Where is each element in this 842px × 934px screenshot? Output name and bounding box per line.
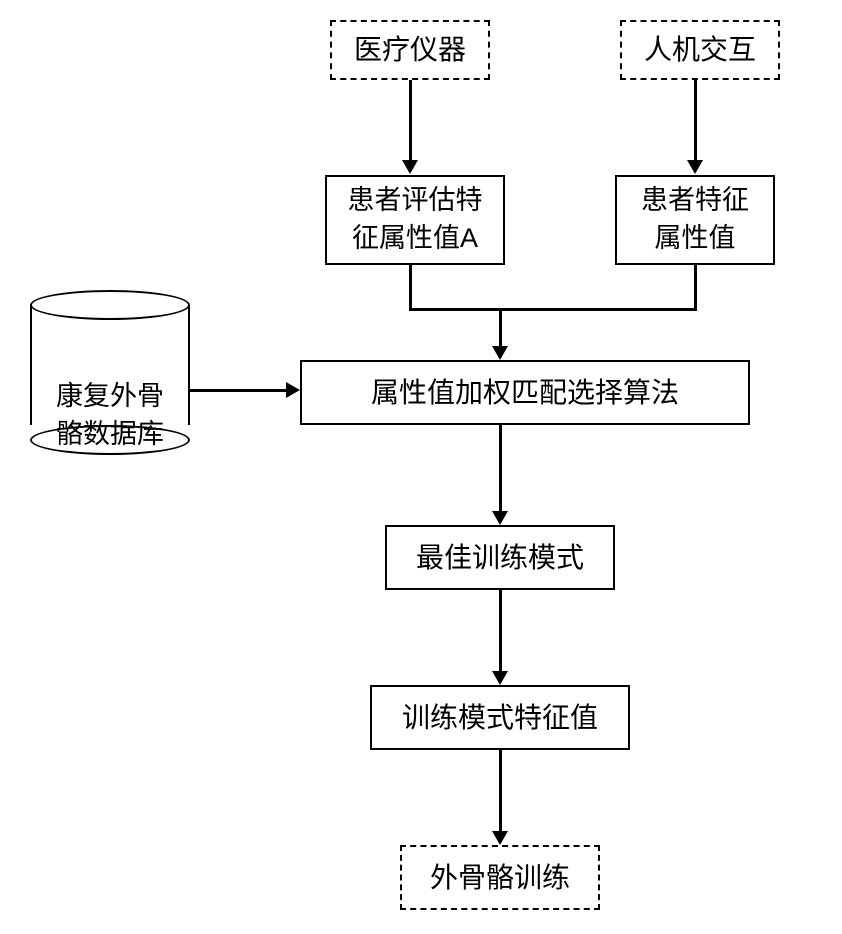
arrow-medical-patient [409,80,412,162]
arrow-feature-exo [499,750,502,832]
medical-device-node: 医疗仪器 [330,20,490,80]
best-mode-label: 最佳训练模式 [416,538,584,577]
patient-assess-label: 患者评估特 征属性值A [348,182,483,258]
patient-assess-node: 患者评估特 征属性值A [325,175,505,265]
arrow-head-db-algo [286,382,300,398]
mode-feature-node: 训练模式特征值 [370,685,630,750]
best-mode-node: 最佳训练模式 [385,525,615,590]
arrow-merge-down [499,308,502,348]
exo-training-node: 外骨骼训练 [400,845,600,910]
arrow-head-medical-patient [402,160,418,174]
arrow-algo-best [499,425,502,512]
database-node: 康复外骨 骼数据库 [30,305,190,440]
database-label: 康复外骨 骼数据库 [30,340,190,453]
exo-training-label: 外骨骼训练 [430,858,570,897]
arrow-char-left [500,308,697,311]
arrow-head-feature-exo [492,831,508,845]
medical-device-label: 医疗仪器 [354,30,466,69]
arrow-assess-down [409,265,412,310]
arrow-head-hci-patient [687,160,703,174]
arrow-best-feature [499,590,502,672]
arrow-hci-patient [694,80,697,162]
hci-node: 人机交互 [620,20,780,80]
algorithm-label: 属性值加权匹配选择算法 [371,373,679,412]
algorithm-node: 属性值加权匹配选择算法 [300,360,750,425]
arrow-db-algo [190,389,287,392]
arrow-head-merge-algo [492,346,508,360]
arrow-head-algo-best [492,511,508,525]
mode-feature-label: 训练模式特征值 [402,698,598,737]
hci-label: 人机交互 [644,30,756,69]
patient-char-node: 患者特征 属性值 [615,175,775,265]
arrow-head-best-feature [492,671,508,685]
patient-char-label: 患者特征 属性值 [641,182,749,258]
arrow-assess-right [409,308,500,311]
arrow-char-down [694,265,697,310]
